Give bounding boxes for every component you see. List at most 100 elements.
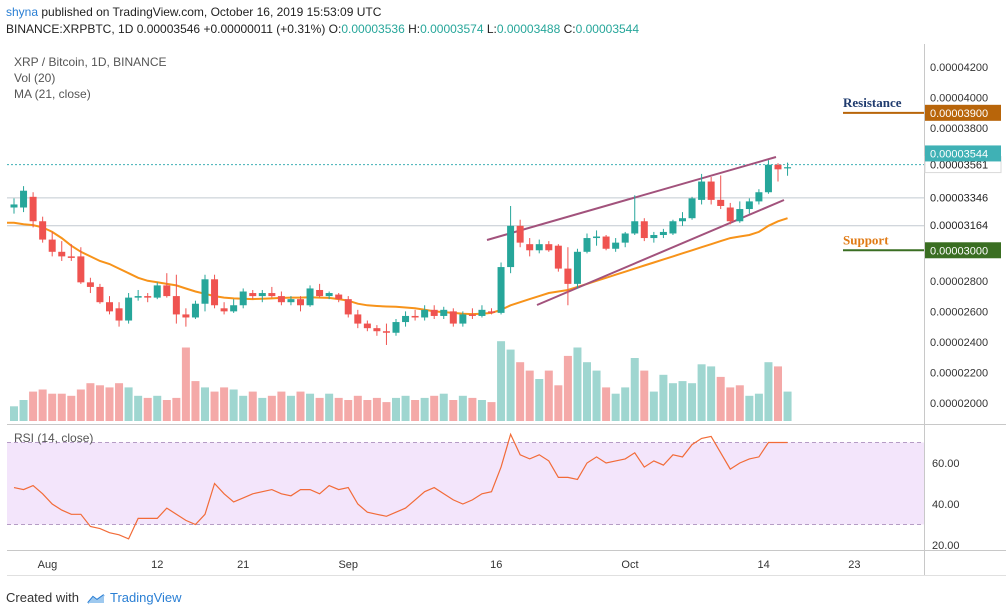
- candle-body: [554, 245, 562, 269]
- candle-body: [39, 221, 47, 240]
- candle-body: [382, 331, 390, 333]
- price-tick-label: 0.00002400: [930, 337, 988, 349]
- volume-bar: [563, 355, 572, 421]
- volume-bar: [29, 391, 38, 421]
- close-value: 0.00003544: [575, 22, 640, 36]
- rsi-tick-label: 20.00: [932, 540, 960, 552]
- volume-bar: [774, 366, 782, 421]
- volume-bar: [162, 400, 171, 421]
- candle-body: [402, 315, 410, 323]
- volume-bar: [353, 395, 362, 421]
- support-label: Support: [843, 232, 889, 247]
- candle-body: [77, 256, 85, 283]
- last-price: 0.00003546: [136, 22, 201, 36]
- candle-body: [478, 309, 486, 316]
- volume-bar: [745, 395, 754, 421]
- candle-body: [58, 251, 66, 257]
- price-tick-label: 0.00004000: [930, 93, 988, 105]
- candle-body: [726, 207, 734, 222]
- series-legend[interactable]: XRP / Bitcoin, 1D, BINANCE: [14, 55, 167, 69]
- volume-bar: [630, 358, 639, 421]
- volume-bar: [430, 395, 439, 421]
- candle-body: [602, 236, 610, 249]
- tradingview-logo-icon: [86, 593, 105, 604]
- candle-body: [191, 303, 199, 318]
- candle-body: [96, 286, 104, 303]
- candle-body: [220, 308, 228, 312]
- candle-body: [583, 238, 591, 252]
- volume-legend[interactable]: Vol (20): [14, 71, 56, 85]
- candle-body: [239, 291, 247, 306]
- candle-body: [67, 256, 75, 258]
- volume-bar: [707, 366, 716, 421]
- time-tick-label: 14: [758, 559, 770, 571]
- volume-bar: [296, 391, 305, 421]
- candle-body: [535, 244, 543, 251]
- candle-body: [182, 314, 190, 318]
- footer: Created with TradingView: [6, 590, 182, 605]
- volume-bar: [611, 393, 620, 421]
- candle-body: [593, 236, 601, 239]
- candle-body: [573, 251, 581, 284]
- candle-body: [564, 268, 572, 284]
- volume-bar: [592, 370, 601, 421]
- candle-body: [449, 311, 457, 324]
- candle-body: [764, 164, 772, 193]
- candle-body: [10, 204, 18, 208]
- volume-bar: [688, 383, 697, 421]
- candle-body: [659, 231, 667, 235]
- volume-bar: [411, 400, 420, 421]
- candle-body: [516, 225, 524, 243]
- candle-body: [258, 293, 266, 297]
- candle-body: [134, 296, 142, 298]
- tradingview-brand[interactable]: TradingView: [110, 590, 182, 605]
- candle-body: [230, 305, 238, 312]
- volume-bar: [210, 391, 219, 421]
- volume-bar: [344, 400, 353, 421]
- volume-bar: [573, 347, 582, 421]
- volume-bar: [535, 379, 544, 421]
- publisher-name[interactable]: shyna: [6, 5, 39, 19]
- volume-bar: [392, 397, 400, 421]
- candle-body: [287, 299, 295, 303]
- candle-body: [774, 164, 782, 170]
- volume-bar: [420, 397, 429, 421]
- volume-bar: [239, 395, 248, 421]
- volume-bar: [10, 406, 18, 421]
- candle-body: [488, 311, 495, 313]
- price-change: +0.00000011 (+0.31%): [203, 22, 326, 36]
- volume-bar: [86, 383, 95, 421]
- volume-bar: [124, 387, 133, 421]
- volume-bar: [277, 391, 286, 421]
- candle-body: [755, 192, 763, 202]
- time-tick-label: Aug: [38, 559, 58, 571]
- candle-body: [335, 294, 343, 300]
- open-label: O:: [328, 22, 342, 36]
- volume-bar: [201, 387, 209, 421]
- rsi-tick-label: 60.00: [932, 458, 960, 470]
- candle-body: [325, 293, 333, 297]
- volume-bar: [372, 397, 381, 421]
- time-tick-label: 12: [151, 559, 163, 571]
- candle-body: [421, 309, 429, 318]
- volume-bar: [286, 395, 295, 421]
- price-tick-label: 0.00002200: [930, 367, 988, 379]
- price-tag-level-b: 0.00003164: [930, 220, 988, 232]
- candle-body: [745, 201, 753, 210]
- candle-body: [784, 167, 792, 169]
- open-value: 0.00003536: [341, 22, 405, 36]
- upper-trend-line: [486, 156, 777, 241]
- candle-body: [86, 282, 94, 287]
- candle-body: [679, 218, 686, 222]
- volume-bar: [229, 389, 238, 421]
- volume-bar: [497, 341, 506, 421]
- candle-body: [430, 309, 438, 316]
- ma-legend[interactable]: MA (21, close): [14, 87, 91, 101]
- candle-body: [48, 239, 56, 252]
- volume-bar: [401, 395, 410, 421]
- volume-bar: [134, 395, 143, 421]
- rsi-legend[interactable]: RSI (14, close): [14, 431, 94, 445]
- volume-bar: [172, 397, 181, 421]
- candle-body: [612, 242, 620, 249]
- time-tick-label: Sep: [338, 559, 358, 571]
